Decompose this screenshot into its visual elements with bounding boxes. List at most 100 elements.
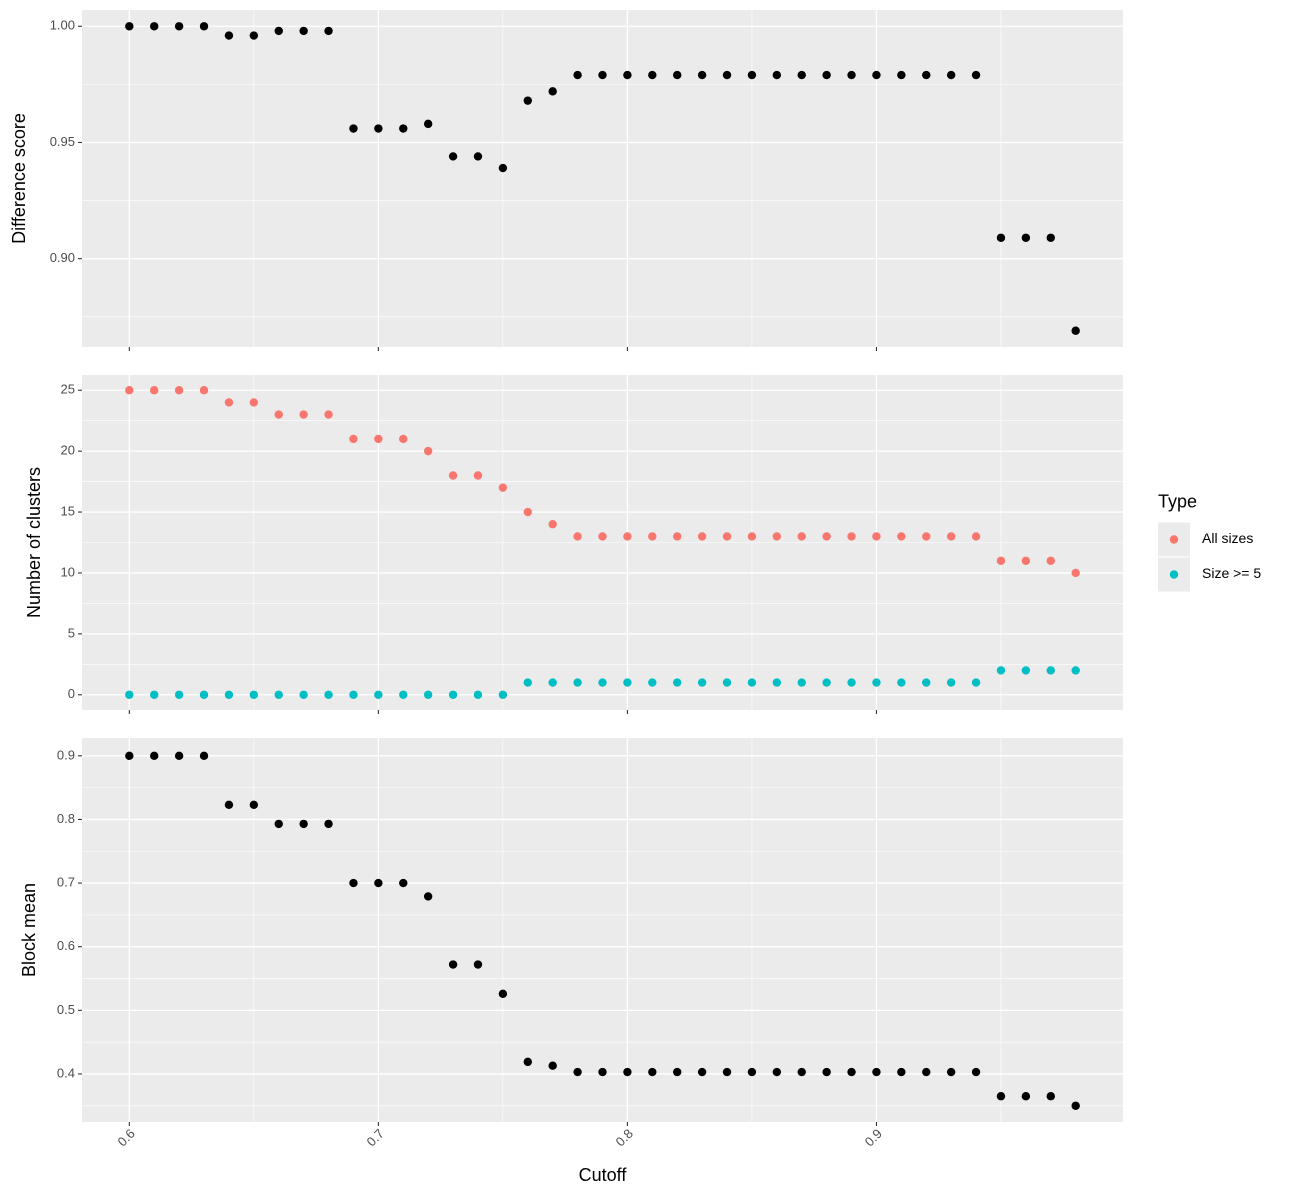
point <box>797 678 806 687</box>
point <box>1021 556 1031 565</box>
point <box>224 398 234 407</box>
point <box>349 690 358 699</box>
point <box>697 70 707 80</box>
point <box>498 163 508 173</box>
point <box>523 1057 532 1067</box>
point <box>847 1067 856 1077</box>
point <box>971 532 981 541</box>
point <box>1071 326 1080 335</box>
point <box>1071 666 1080 675</box>
point <box>498 690 508 699</box>
point <box>174 690 184 699</box>
point <box>249 398 259 407</box>
point <box>299 26 308 36</box>
point <box>473 690 483 699</box>
point <box>423 892 433 901</box>
point <box>922 532 931 541</box>
point <box>697 532 707 541</box>
point <box>448 690 458 699</box>
point <box>847 70 856 80</box>
point <box>174 751 184 761</box>
point <box>299 690 308 699</box>
y-axis-title: Block mean <box>19 883 39 977</box>
point <box>498 989 508 998</box>
point <box>747 532 757 541</box>
point <box>971 70 981 80</box>
point <box>722 1067 732 1077</box>
point <box>797 1067 806 1077</box>
point <box>125 386 134 395</box>
point <box>598 1067 607 1077</box>
point <box>349 434 358 444</box>
point <box>399 434 408 444</box>
point <box>598 678 607 687</box>
y-axis-title: Difference score <box>9 113 29 244</box>
point <box>548 87 557 96</box>
point <box>548 678 557 687</box>
point <box>1071 1101 1080 1110</box>
point <box>399 124 408 133</box>
point <box>299 410 308 419</box>
point <box>623 1067 632 1077</box>
point <box>747 70 757 80</box>
point <box>623 532 632 541</box>
point <box>623 70 632 80</box>
point <box>922 678 931 687</box>
point <box>324 690 333 699</box>
legend-symbol <box>1169 570 1179 579</box>
point <box>946 1067 956 1077</box>
point <box>174 386 184 395</box>
legend-title: Type <box>1158 491 1197 511</box>
point <box>324 819 333 829</box>
point <box>822 678 831 687</box>
point <box>399 690 408 699</box>
point <box>922 1067 931 1077</box>
point <box>996 233 1006 242</box>
y-tick-label: 1.00 <box>50 18 75 33</box>
panel-background <box>82 738 1123 1122</box>
point <box>150 690 159 699</box>
point <box>772 532 782 541</box>
point <box>1046 233 1055 242</box>
point <box>697 1067 707 1077</box>
point <box>822 532 831 541</box>
point <box>125 690 134 699</box>
point <box>598 70 607 80</box>
point <box>324 410 333 419</box>
y-tick-label: 0.9 <box>57 747 75 762</box>
point <box>1021 233 1031 242</box>
y-tick-label: 10 <box>61 564 75 579</box>
point <box>274 410 283 419</box>
y-tick-label: 0.7 <box>57 875 75 890</box>
point <box>324 26 333 36</box>
point <box>772 1067 782 1077</box>
point <box>374 878 383 888</box>
point <box>996 666 1006 675</box>
point <box>797 70 806 80</box>
point <box>747 1067 757 1077</box>
point <box>498 483 508 492</box>
point <box>274 26 283 36</box>
point <box>673 1067 682 1077</box>
point <box>1046 556 1055 565</box>
point <box>548 520 557 529</box>
x-tick-label: 0.8 <box>613 1126 636 1149</box>
point <box>996 556 1006 565</box>
point <box>523 678 532 687</box>
point <box>573 70 582 80</box>
point <box>199 690 209 699</box>
point <box>224 31 234 40</box>
legend-label: Size >= 5 <box>1202 565 1261 581</box>
point <box>548 1061 557 1070</box>
point <box>722 532 732 541</box>
point <box>971 1067 981 1077</box>
point <box>150 386 159 395</box>
point <box>897 678 906 687</box>
x-tick-label: 0.7 <box>364 1126 387 1149</box>
point <box>872 678 881 687</box>
point <box>150 751 159 761</box>
point <box>399 878 408 888</box>
point <box>946 678 956 687</box>
point <box>150 22 159 31</box>
